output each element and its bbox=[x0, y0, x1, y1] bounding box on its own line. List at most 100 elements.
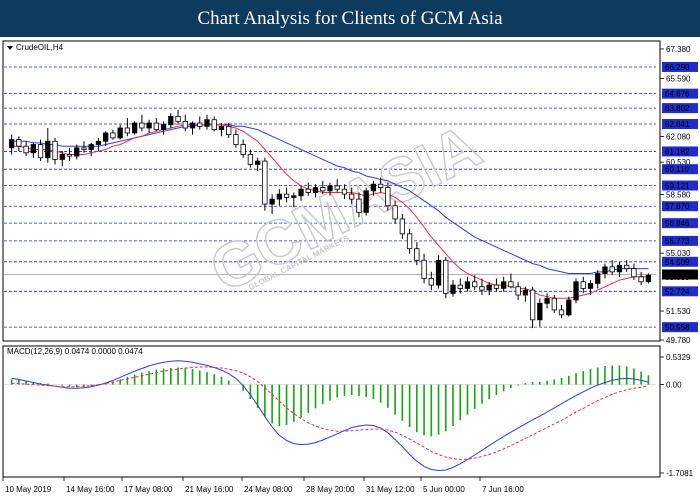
candle-body bbox=[631, 268, 637, 278]
candle-body bbox=[74, 147, 80, 157]
level-label: 64.676 bbox=[665, 90, 690, 99]
candle-body bbox=[305, 188, 311, 193]
candle-body bbox=[59, 154, 65, 160]
candle-body bbox=[486, 284, 492, 291]
candle-body bbox=[327, 185, 333, 192]
candle-body bbox=[443, 259, 449, 294]
candle-body bbox=[37, 144, 44, 159]
candle-body bbox=[189, 122, 196, 129]
page-title: Chart Analysis for Clients of GCM Asia bbox=[197, 8, 503, 29]
candle-body bbox=[160, 124, 167, 131]
candle-body bbox=[45, 140, 51, 159]
dropdown-triangle-icon[interactable] bbox=[7, 46, 13, 50]
candle-body bbox=[392, 205, 398, 220]
ma-slow-line bbox=[11, 124, 649, 274]
level-label-bg bbox=[662, 218, 698, 229]
level-label: 66.290 bbox=[665, 63, 690, 72]
level-label-bg bbox=[662, 180, 698, 191]
level-label-bg bbox=[662, 88, 698, 99]
price-tick-label: 60.530 bbox=[666, 158, 691, 167]
level-label: 56.846 bbox=[665, 219, 690, 228]
candle-body bbox=[283, 193, 290, 198]
time-tick-label: 7 Jun 16:00 bbox=[482, 485, 524, 494]
candle-body bbox=[450, 284, 456, 294]
candle-body bbox=[81, 147, 87, 150]
candle-body bbox=[23, 145, 29, 154]
time-tick-label: 21 May 16:00 bbox=[185, 485, 234, 494]
macd-tick-label: 0.5329 bbox=[666, 353, 691, 362]
candle-body bbox=[168, 116, 174, 126]
candle-body bbox=[595, 273, 601, 284]
candle-body bbox=[218, 125, 225, 131]
candle-body bbox=[197, 122, 203, 127]
candle-body bbox=[602, 266, 608, 274]
candle-body bbox=[153, 122, 159, 131]
candle-body bbox=[515, 286, 521, 296]
candle-body bbox=[566, 299, 572, 316]
candle-body bbox=[110, 132, 116, 139]
level-label-bg bbox=[662, 61, 698, 72]
time-tick-label: 17 May 08:00 bbox=[124, 485, 173, 494]
candle-body bbox=[508, 281, 514, 288]
level-label: 62.841 bbox=[665, 120, 690, 129]
candle-body bbox=[175, 116, 181, 122]
candles bbox=[8, 109, 652, 329]
price-tick-label: 51.530 bbox=[666, 307, 691, 316]
candle-body bbox=[378, 183, 384, 188]
candle-body bbox=[616, 264, 623, 273]
candle-body bbox=[226, 125, 232, 136]
candle-body bbox=[537, 302, 543, 321]
candle-body bbox=[204, 119, 210, 127]
price-tick-label: 55.030 bbox=[666, 249, 691, 258]
candle-body bbox=[501, 281, 507, 289]
candle-body bbox=[609, 266, 615, 273]
candle-body bbox=[262, 160, 268, 205]
candle-body bbox=[320, 187, 326, 192]
price-axis: 67.380 65.590 62.080 60.530 58.580 55.030 51.5… bbox=[660, 45, 698, 345]
level-label-bg bbox=[662, 103, 698, 114]
level-label: 52.724 bbox=[665, 287, 690, 296]
time-tick-label: 5 Jun 00:00 bbox=[423, 485, 465, 494]
candle-body bbox=[298, 188, 304, 197]
candle-body bbox=[558, 309, 565, 316]
candle-body bbox=[334, 185, 340, 190]
price-tick-label: 65.590 bbox=[666, 75, 691, 84]
level-label-bg bbox=[662, 256, 698, 267]
candle-body bbox=[312, 187, 319, 193]
macd-tick-label: -1.7081 bbox=[666, 469, 694, 478]
candle-body bbox=[479, 286, 485, 291]
candle-body bbox=[385, 187, 391, 207]
candle-body bbox=[370, 183, 377, 192]
candle-body bbox=[493, 284, 500, 289]
price-tick-label: 58.580 bbox=[666, 190, 691, 199]
level-label: 60.110 bbox=[665, 165, 689, 174]
candle-body bbox=[522, 289, 529, 296]
macd-indicator: 0.5329 0.00 -1.7081 bbox=[4, 353, 694, 478]
macd-line bbox=[11, 360, 649, 472]
header-banner: Chart Analysis for Clients of GCM Asia bbox=[0, 0, 700, 37]
level-label-bg bbox=[662, 235, 698, 246]
candle-body bbox=[399, 218, 406, 235]
symbol-label: CrudeOIL,H4 bbox=[16, 43, 64, 52]
current-price-label: 53.740 bbox=[665, 271, 690, 280]
candle-body bbox=[211, 119, 217, 131]
candle-body bbox=[363, 190, 369, 213]
candle-body bbox=[356, 198, 362, 213]
candle-body bbox=[88, 144, 94, 150]
level-label-bg bbox=[662, 286, 698, 297]
candle-body bbox=[95, 140, 102, 145]
time-axis: 10 May 2019 14 May 16:00 17 May 08:00 21 Ma… bbox=[2, 477, 524, 494]
macd-tick-label: 0.00 bbox=[666, 381, 682, 390]
candle-body bbox=[414, 248, 420, 261]
candle-body bbox=[638, 276, 644, 283]
candle-body bbox=[428, 278, 434, 286]
candle-body bbox=[254, 160, 261, 165]
candle-body bbox=[233, 134, 239, 145]
candle-body bbox=[276, 193, 282, 200]
level-label: 63.802 bbox=[665, 104, 690, 113]
level-label-bg bbox=[662, 119, 698, 130]
level-label: 59.121 bbox=[665, 182, 690, 191]
candle-body bbox=[580, 281, 586, 289]
candle-body bbox=[240, 144, 246, 155]
